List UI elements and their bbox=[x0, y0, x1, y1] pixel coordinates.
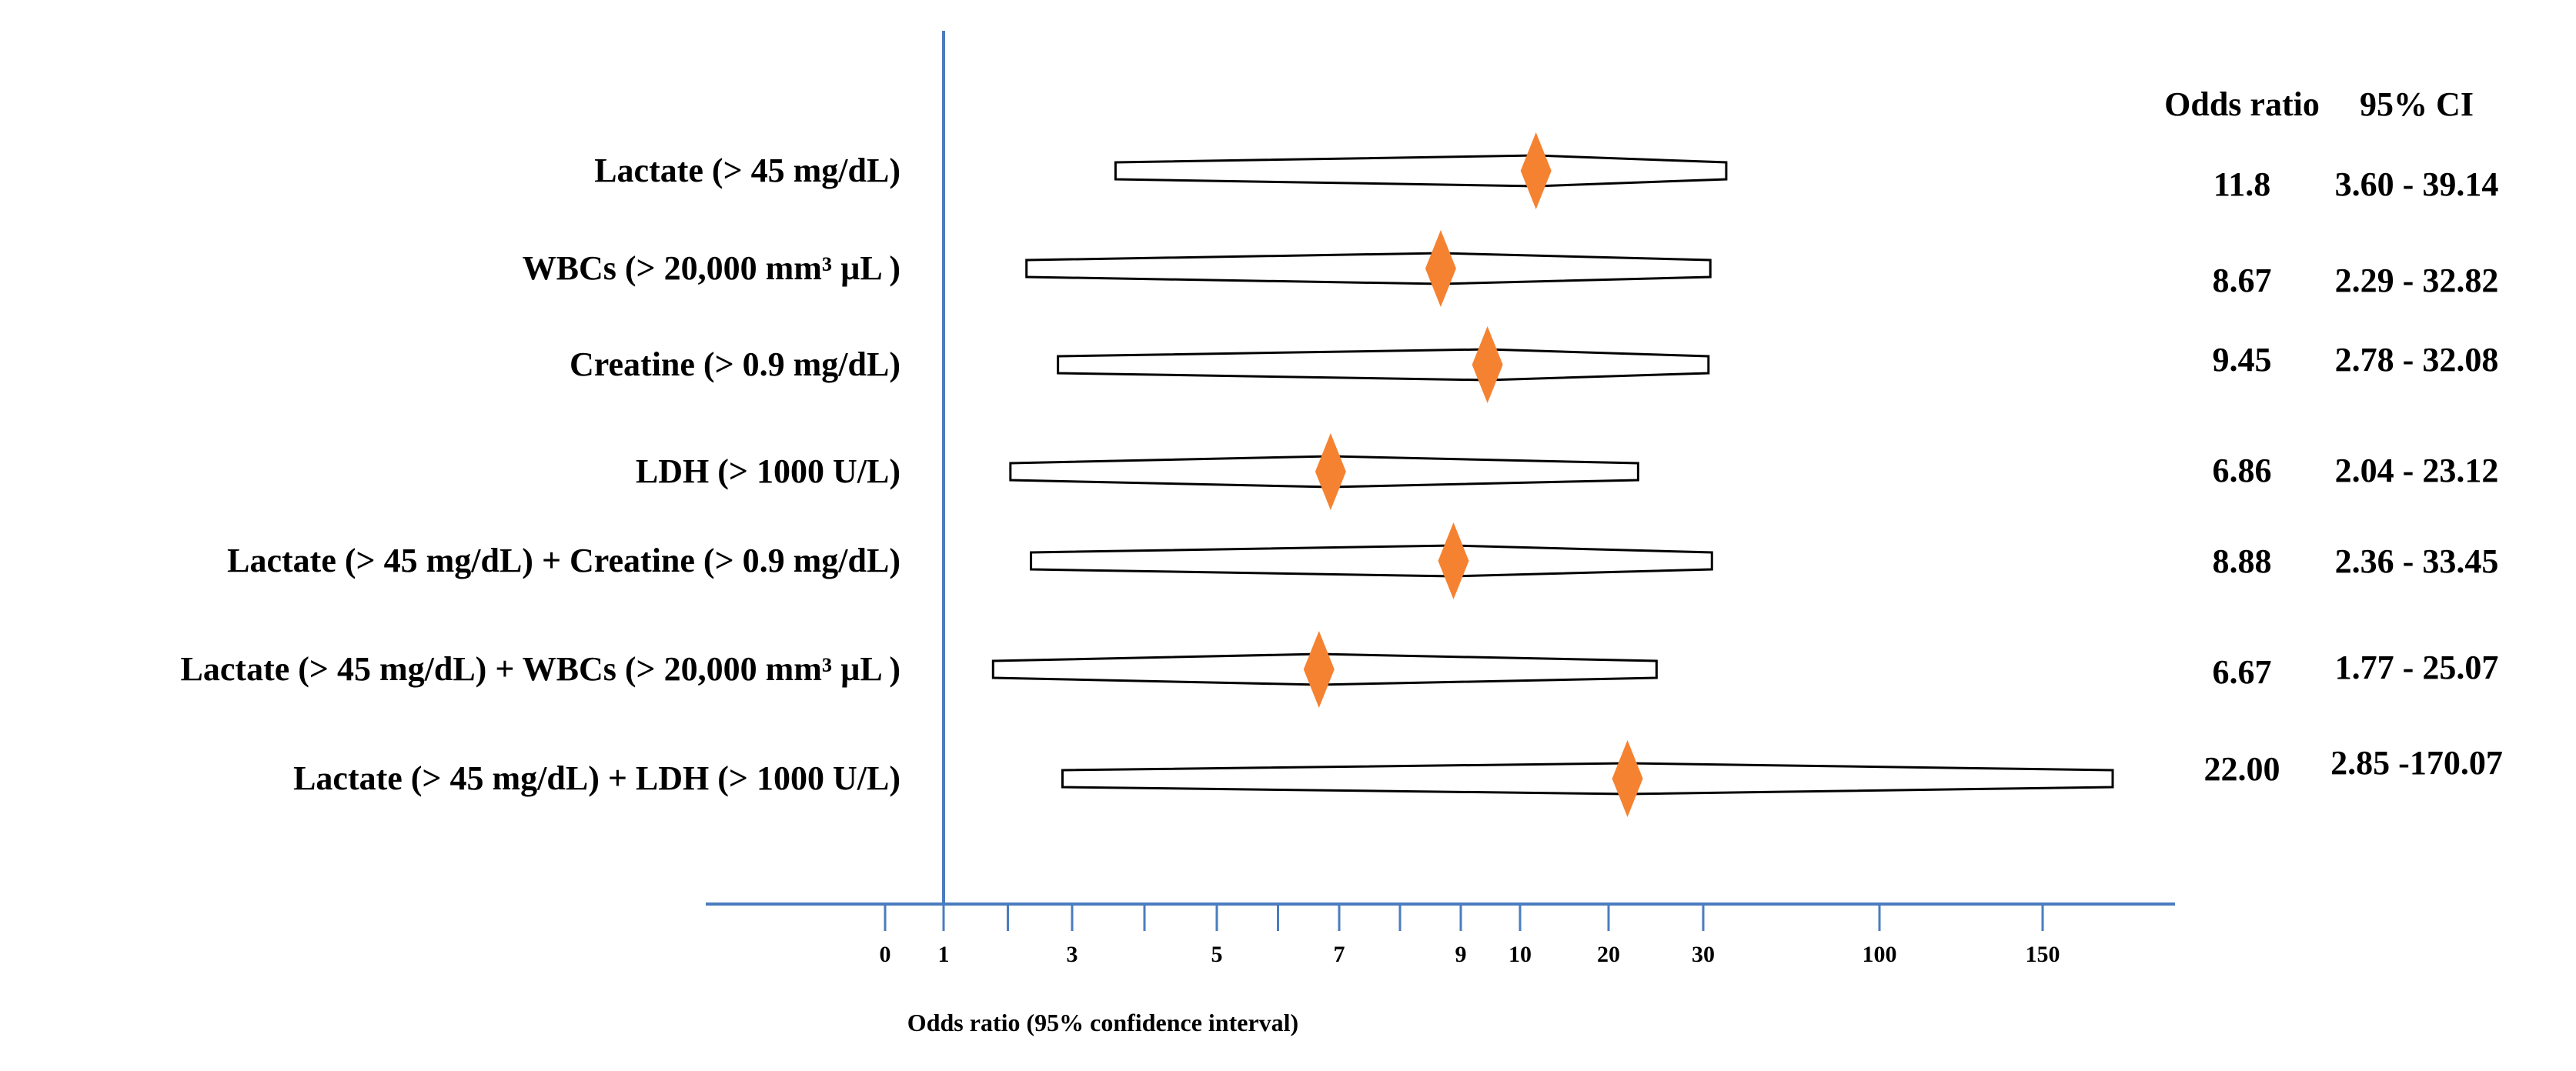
odds-ratio-marker bbox=[1315, 433, 1346, 510]
x-tick-label: 5 bbox=[1211, 942, 1223, 967]
x-tick-label: 0 bbox=[880, 942, 891, 967]
ci-value: 2.36 - 33.45 bbox=[2335, 542, 2499, 580]
ci-bar bbox=[1057, 348, 1710, 382]
odds-ratio-value: 8.67 bbox=[2213, 262, 2272, 299]
x-tick-label: 9 bbox=[1455, 942, 1467, 967]
row-label: Lactate (> 45 mg/dL) + LDH (> 1000 U/L) bbox=[293, 759, 900, 797]
row-label: Lactate (> 45 mg/dL) bbox=[594, 152, 900, 189]
odds-ratio-marker bbox=[1472, 326, 1503, 403]
row-label: Creatine (> 0.9 mg/dL) bbox=[570, 345, 900, 383]
odds-ratio-value: 22.00 bbox=[2204, 750, 2280, 788]
odds-ratio-value: 11.8 bbox=[2213, 165, 2271, 203]
ci-value: 2.04 - 23.12 bbox=[2335, 452, 2499, 489]
ci-value: 2.78 - 32.08 bbox=[2335, 341, 2499, 379]
forest-row: LDH (> 1000 U/L) 6.86 2.04 - 23.12 bbox=[636, 433, 2498, 510]
ci-value: 2.85 -170.07 bbox=[2330, 744, 2503, 782]
x-tick-label: 3 bbox=[1067, 942, 1078, 967]
ci-bar bbox=[1061, 762, 2114, 796]
ci-bar bbox=[1030, 544, 1713, 578]
x-tick-label: 10 bbox=[1509, 942, 1532, 967]
ci-bar bbox=[1114, 154, 1728, 188]
odds-ratio-value: 9.45 bbox=[2213, 341, 2272, 379]
odds-ratio-column-header: Odds ratio bbox=[2164, 85, 2320, 123]
x-axis-ticks: 0 1 3 5 7 9 10 20 30 100 150 bbox=[880, 904, 2060, 967]
odds-ratio-value: 6.67 bbox=[2213, 653, 2272, 691]
ci-column-header: 95% CI bbox=[2360, 85, 2474, 123]
x-axis-label: Odds ratio (95% confidence interval) bbox=[907, 1009, 1298, 1036]
x-tick-label: 150 bbox=[2026, 942, 2060, 967]
ci-value: 3.60 - 39.14 bbox=[2335, 165, 2499, 203]
forest-row: Lactate (> 45 mg/dL) + WBCs (> 20,000 mm… bbox=[181, 631, 2499, 708]
forest-row: Creatine (> 0.9 mg/dL) 9.45 2.78 - 32.08 bbox=[570, 326, 2498, 403]
x-tick-label: 30 bbox=[1692, 942, 1715, 967]
row-label: Lactate (> 45 mg/dL) + WBCs (> 20,000 mm… bbox=[181, 650, 900, 688]
forest-row: Lactate (> 45 mg/dL) + Creatine (> 0.9 m… bbox=[227, 522, 2498, 599]
odds-ratio-value: 6.86 bbox=[2213, 452, 2272, 489]
ci-value: 2.29 - 32.82 bbox=[2335, 262, 2499, 299]
odds-ratio-marker bbox=[1425, 230, 1456, 307]
odds-ratio-marker bbox=[1520, 132, 1552, 209]
row-label: Lactate (> 45 mg/dL) + Creatine (> 0.9 m… bbox=[227, 542, 900, 579]
ci-value: 1.77 - 25.07 bbox=[2335, 649, 2499, 686]
x-tick-label: 100 bbox=[1863, 942, 1897, 967]
odds-ratio-marker bbox=[1438, 522, 1469, 599]
row-label: WBCs (> 20,000 mm³ µL ) bbox=[523, 249, 900, 287]
odds-ratio-marker bbox=[1303, 631, 1335, 708]
forest-row: Lactate (> 45 mg/dL) + LDH (> 1000 U/L) 2… bbox=[293, 740, 2503, 817]
forest-row: Lactate (> 45 mg/dL) 11.8 3.60 - 39.14 bbox=[594, 132, 2498, 209]
forest-rows: Lactate (> 45 mg/dL) 11.8 3.60 - 39.14 WBCs… bbox=[181, 132, 2503, 817]
forest-row: WBCs (> 20,000 mm³ µL ) 8.67 2.29 - 32.82 bbox=[523, 230, 2499, 307]
x-tick-label: 1 bbox=[938, 942, 950, 967]
odds-ratio-marker bbox=[1612, 740, 1643, 817]
x-tick-label: 20 bbox=[1597, 942, 1620, 967]
x-tick-label: 7 bbox=[1334, 942, 1345, 967]
odds-ratio-value: 8.88 bbox=[2213, 542, 2272, 580]
row-label: LDH (> 1000 U/L) bbox=[636, 452, 900, 490]
ci-bar bbox=[1025, 252, 1712, 285]
